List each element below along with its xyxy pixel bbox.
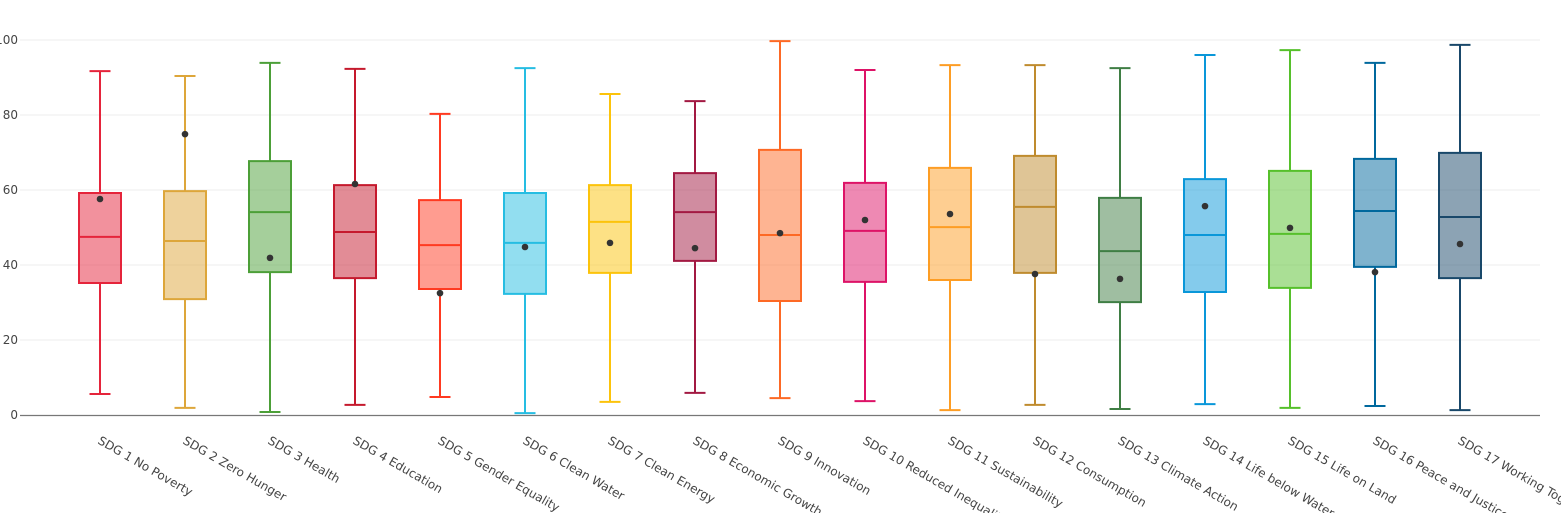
y-tick-label: 80	[3, 108, 18, 122]
data-point	[436, 289, 444, 297]
data-point	[1286, 224, 1294, 232]
data-point	[1456, 240, 1464, 248]
data-point	[266, 254, 274, 262]
data-point	[1201, 202, 1209, 210]
box-14	[1183, 54, 1227, 406]
iqr-box	[1098, 196, 1142, 304]
iqr-box	[928, 166, 972, 281]
data-point	[181, 130, 189, 138]
data-point	[96, 195, 104, 203]
x-tick-label: SDG 4 Education	[351, 433, 446, 496]
y-tick-label: 60	[3, 183, 18, 197]
iqr-box	[163, 190, 207, 301]
box-3	[248, 61, 292, 413]
data-point	[1031, 270, 1039, 278]
iqr-box	[1013, 154, 1057, 274]
iqr-box	[588, 184, 632, 274]
box-4	[333, 67, 377, 406]
box-2	[163, 75, 207, 409]
iqr-box	[758, 148, 802, 302]
box-7	[588, 93, 632, 403]
data-point	[1371, 268, 1379, 276]
x-tick-label: SDG 10 Reduced Inequality	[861, 433, 1010, 513]
box-11	[928, 64, 972, 412]
box-6	[503, 67, 547, 415]
iqr-box	[1353, 157, 1397, 268]
iqr-box	[248, 160, 292, 274]
x-tick-label: SDG 3 Health	[266, 433, 343, 486]
box-15	[1268, 49, 1312, 409]
data-point	[946, 210, 954, 218]
y-tick-label: 40	[3, 258, 18, 272]
box-16	[1353, 61, 1397, 407]
box-12	[1013, 64, 1057, 406]
box-8	[673, 100, 717, 394]
data-point	[351, 180, 359, 188]
y-axis: 0 20 40 60 80 100	[0, 33, 18, 422]
data-point	[606, 239, 614, 247]
box-13	[1098, 67, 1142, 410]
box-17	[1438, 43, 1482, 412]
data-point	[691, 244, 699, 252]
iqr-box	[1438, 151, 1482, 280]
box-10	[843, 69, 887, 403]
box-1	[78, 70, 122, 395]
data-point	[521, 243, 529, 251]
box-9	[758, 40, 802, 400]
iqr-box	[843, 181, 887, 283]
iqr-box	[78, 192, 122, 284]
x-tick-label: SDG 1 No Poverty	[96, 433, 196, 499]
data-point	[1116, 275, 1124, 283]
box-5	[418, 112, 462, 398]
data-point	[776, 229, 784, 237]
y-tick-label: 0	[10, 408, 18, 422]
boxes	[78, 40, 1482, 415]
y-tick-label: 100	[0, 33, 18, 47]
data-point	[861, 216, 869, 224]
y-tick-label: 20	[3, 333, 18, 347]
